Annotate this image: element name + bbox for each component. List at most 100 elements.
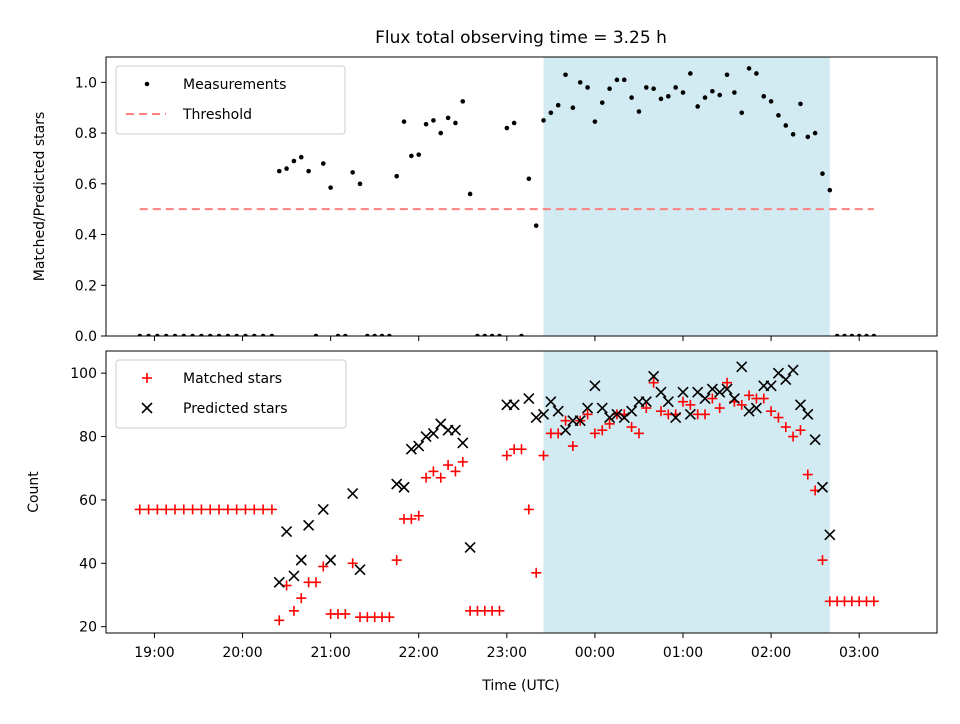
data-point-dot <box>313 333 319 336</box>
data-point-dot-shape <box>643 85 649 90</box>
y-tick-label: 1.0 <box>75 75 97 91</box>
data-point-dot <box>864 333 869 336</box>
data-point-x-b <box>303 519 315 531</box>
data-point-dot <box>146 333 151 336</box>
data-point-plus <box>340 608 351 619</box>
data-point-x-b <box>728 392 740 405</box>
data-point-x-b <box>398 481 410 493</box>
data-point-dot <box>163 333 169 336</box>
data-point-x <box>655 386 667 398</box>
data-point-plus <box>413 510 424 521</box>
data-point-x-b <box>427 427 439 439</box>
y-tick-label: 0.6 <box>75 177 97 193</box>
data-point-dot <box>387 333 392 336</box>
data-point-plus <box>714 403 725 414</box>
data-point-plus <box>170 504 181 515</box>
legend-swatch-dot-shape <box>144 81 150 87</box>
data-point-dot-shape <box>387 333 392 336</box>
data-point-dot-shape <box>207 333 213 336</box>
data-point-x <box>552 405 564 417</box>
data-point-dot-shape <box>563 72 568 78</box>
data-point-dot-shape <box>225 333 231 336</box>
data-point-dot-shape <box>555 102 561 108</box>
data-point-dot <box>460 99 466 104</box>
data-point-x <box>648 370 660 382</box>
data-point-dot <box>269 333 275 336</box>
data-point-x-b <box>523 392 535 405</box>
data-point-dot <box>783 123 789 128</box>
data-point-x <box>530 411 542 424</box>
figure-title: Flux total observing time = 3.25 h <box>375 28 667 48</box>
data-point-dot-shape <box>746 66 752 71</box>
data-point-dot <box>724 72 730 78</box>
data-point-dot <box>467 191 473 197</box>
ratio-panel: 0.0 0.2 0.4 0.6 0.8 1.0 Matched/Predicted star… <box>32 56 938 345</box>
data-point-plus <box>296 593 307 604</box>
data-point-dot <box>695 104 700 109</box>
data-point-dot <box>504 125 510 131</box>
data-point-dot <box>401 119 407 124</box>
data-point-x <box>787 364 799 376</box>
data-point-dot <box>431 118 436 123</box>
data-point-x-b <box>325 554 337 566</box>
data-point-dot-shape <box>651 86 656 92</box>
data-point-x <box>816 481 829 493</box>
data-point-dot <box>357 181 363 187</box>
data-point-dot <box>871 333 877 336</box>
data-point-x-b <box>626 405 638 417</box>
data-point-dot <box>190 333 195 336</box>
data-point-dot <box>541 118 546 123</box>
data-point-dot <box>673 85 678 90</box>
data-point-x <box>449 424 461 436</box>
data-point-x <box>824 529 836 541</box>
data-point-x <box>662 396 674 408</box>
data-point-dot <box>754 71 759 76</box>
data-point-x-b <box>648 370 660 382</box>
data-point-dot-shape <box>475 333 480 336</box>
data-point-dot <box>805 134 811 140</box>
data-point-x-b <box>354 564 366 576</box>
data-point-dot <box>320 161 326 166</box>
data-point-dot <box>511 120 517 126</box>
data-point-dot-shape <box>394 173 400 179</box>
data-point-dot-shape <box>497 333 502 336</box>
data-point-dot-shape <box>276 168 282 174</box>
data-point-dot-shape <box>732 90 737 95</box>
data-point-dot-shape <box>695 104 700 109</box>
data-point-plus <box>196 504 207 515</box>
data-point-dot-shape <box>181 333 187 336</box>
data-point-dot-shape <box>460 99 466 104</box>
data-point-dot-shape <box>680 90 686 95</box>
data-point-plus <box>240 504 251 515</box>
data-point-x-b <box>464 541 476 554</box>
data-point-x <box>545 396 557 408</box>
data-point-dot <box>717 92 723 98</box>
data-point-dot <box>555 102 561 108</box>
data-point-plus <box>258 504 269 515</box>
data-point-x-b <box>420 430 432 443</box>
data-point-dot <box>137 333 143 336</box>
data-point-x <box>559 424 572 436</box>
data-point-x <box>413 440 425 452</box>
data-point-dot <box>276 168 282 174</box>
series-dot-0 <box>137 66 877 336</box>
data-point-dot <box>475 333 480 336</box>
data-point-dot <box>592 119 598 124</box>
x-axis-label: Time (UTC) <box>481 678 559 694</box>
data-point-x-b <box>413 440 425 452</box>
data-point-x <box>537 408 550 420</box>
data-point-dot <box>453 120 458 126</box>
x-tick-label: 02:00 <box>751 645 791 661</box>
data-point-plus <box>707 393 718 404</box>
data-point-dot <box>372 333 377 336</box>
data-point-plus <box>516 444 527 455</box>
data-point-x <box>325 554 337 566</box>
data-point-dot-shape <box>163 333 169 336</box>
data-point-plus <box>435 472 446 483</box>
data-point-x-b <box>391 478 403 490</box>
legend: Matched stars Predicted stars <box>115 359 347 429</box>
data-point-plus <box>205 504 216 515</box>
data-point-dot-shape <box>614 77 620 83</box>
y-axis-label: Count <box>26 471 42 513</box>
data-point-dot <box>207 333 213 336</box>
